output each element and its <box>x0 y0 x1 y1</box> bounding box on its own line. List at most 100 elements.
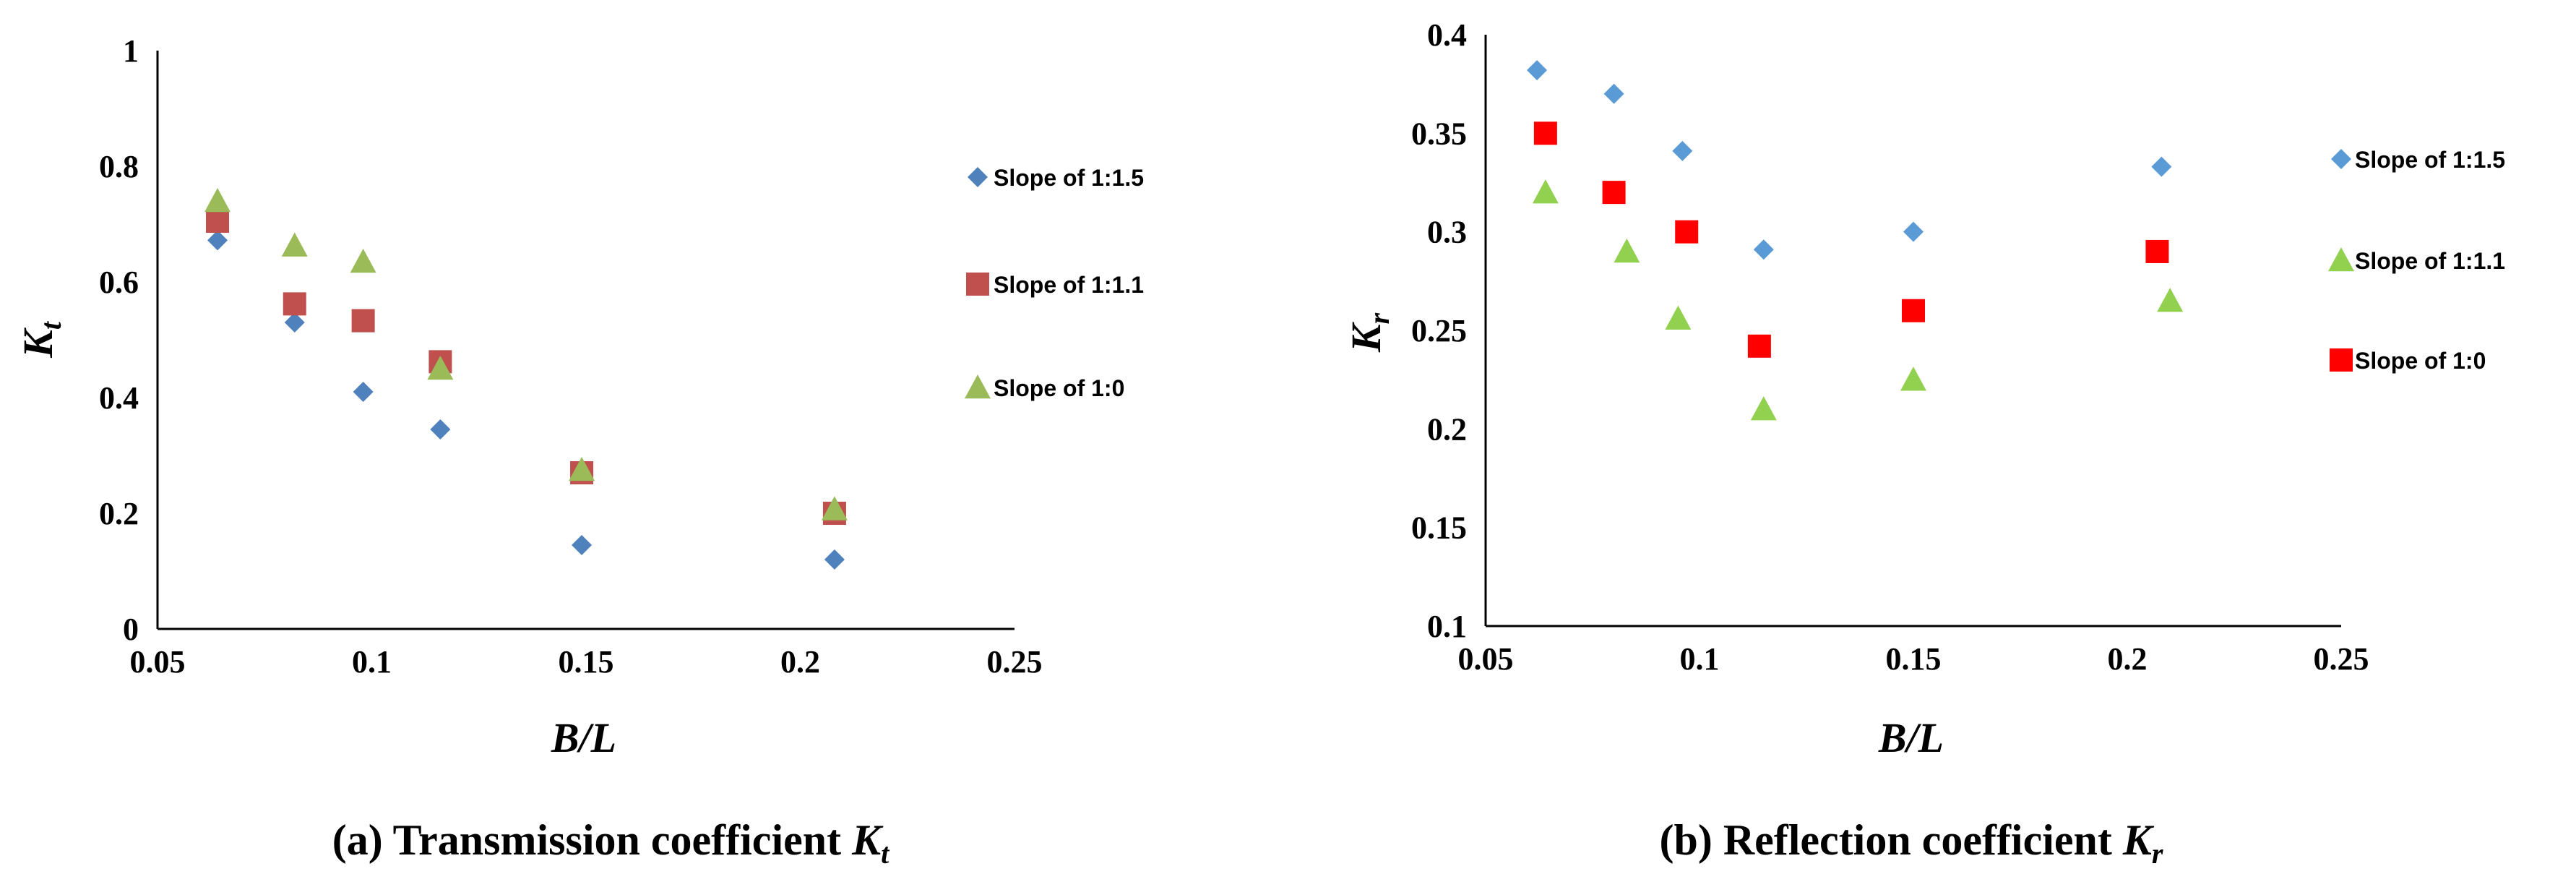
data-point <box>207 230 228 251</box>
data-point <box>2157 288 2184 312</box>
y-axis-title: Kr <box>1343 312 1395 353</box>
y-tick-label: 0 <box>123 612 139 647</box>
y-tick-label: 0.15 <box>1411 510 1467 546</box>
x-tick-label: 0.1 <box>352 644 392 680</box>
x-tick-label: 0.25 <box>2314 641 2369 677</box>
legend-marker <box>965 374 991 399</box>
legend: Slope of 1:1.5 Slope of 1:1.1 Slope of 1… <box>965 165 1144 401</box>
series-square <box>206 210 846 525</box>
y-axis-symbol: K <box>14 327 61 359</box>
legend-item: Slope of 1:0 <box>2330 348 2486 374</box>
y-tick-labels: 0.1 0.15 0.2 0.25 0.3 0.35 0.4 <box>1411 17 1467 644</box>
data-point <box>350 249 376 273</box>
y-tick-label: 0.8 <box>99 149 139 184</box>
data-point <box>1750 396 1777 421</box>
data-point <box>353 382 374 402</box>
caption-symbol: K <box>851 816 884 864</box>
legend-marker <box>2330 348 2353 372</box>
data-point <box>1614 238 1640 263</box>
data-point <box>1533 121 1557 145</box>
y-axis-subscript: r <box>1363 312 1395 324</box>
legend-marker-diamond <box>968 167 988 187</box>
data-point <box>2145 239 2169 263</box>
data-point <box>1527 60 1548 81</box>
legend-item: Slope of 1:1.5 <box>2331 147 2505 173</box>
y-tick-label: 0.6 <box>99 265 139 300</box>
caption-text: (a) Transmission coefficient <box>332 816 852 864</box>
y-tick-label: 0.4 <box>1427 17 1467 53</box>
data-point <box>284 312 305 333</box>
legend: Slope of 1:1.5 Slope of 1:1.1 Slope of 1… <box>2328 147 2505 374</box>
data-point <box>824 549 845 570</box>
series-diamond <box>1527 60 2172 260</box>
panel-caption: (b) Reflection coefficient Kr <box>1659 816 2163 870</box>
y-axis-subscript: t <box>35 320 67 330</box>
data-point <box>351 309 375 333</box>
data-point <box>281 232 308 257</box>
legend-item: Slope of 1:1.1 <box>2328 247 2505 274</box>
data-points <box>1527 60 2184 421</box>
data-point <box>1603 83 1624 104</box>
legend-marker <box>2328 247 2354 272</box>
y-tick-label: 0.1 <box>1427 609 1467 644</box>
series-diamond <box>207 230 845 570</box>
legend-marker-square <box>2330 348 2353 372</box>
series-triangle <box>204 188 848 520</box>
legend-marker-triangle <box>2328 247 2354 272</box>
x-axis-title: B/L <box>551 714 616 761</box>
data-point <box>1602 181 1626 205</box>
data-point <box>2151 156 2172 177</box>
panel-transmission: 0 0.2 0.4 0.6 0.8 1 0.05 0.1 0.15 0.2 0.25 Kt B/L… <box>14 33 1144 870</box>
y-tick-label: 0.2 <box>99 496 139 531</box>
legend-marker <box>968 167 988 187</box>
data-point <box>1900 367 1926 391</box>
data-point <box>206 210 230 233</box>
legend-marker-square <box>966 273 989 296</box>
data-point <box>1753 239 1774 260</box>
x-tick-labels: 0.05 0.1 0.15 0.2 0.25 <box>1458 641 2369 677</box>
y-tick-labels: 0 0.2 0.4 0.6 0.8 1 <box>99 33 139 647</box>
caption-subscript: t <box>881 837 890 870</box>
x-tick-label: 0.05 <box>130 644 186 680</box>
legend-label: Slope of 1:1.1 <box>994 272 1144 298</box>
x-axis-title: B/L <box>1878 714 1944 761</box>
data-point <box>430 419 451 440</box>
legend-label: Slope of 1:1.5 <box>2355 147 2505 173</box>
data-point <box>204 188 231 213</box>
x-tick-label: 0.1 <box>1680 641 1720 677</box>
series-triangle <box>1532 179 2184 421</box>
series-square <box>1533 121 2169 358</box>
x-tick-label: 0.2 <box>780 644 820 680</box>
data-point <box>572 535 593 555</box>
legend-label: Slope of 1:1.1 <box>2355 248 2505 274</box>
legend-item: Slope of 1:1.5 <box>968 165 1144 191</box>
x-tick-label: 0.25 <box>987 644 1043 680</box>
y-tick-label: 1 <box>123 33 139 69</box>
data-point <box>569 457 595 481</box>
panel-caption: (a) Transmission coefficient Kt <box>332 816 890 870</box>
x-tick-label: 0.05 <box>1458 641 1514 677</box>
data-point <box>821 496 848 520</box>
data-point <box>427 356 454 380</box>
y-tick-label: 0.2 <box>1427 411 1467 447</box>
y-tick-label: 0.4 <box>99 380 139 416</box>
data-point <box>1747 334 1771 358</box>
x-tick-label: 0.15 <box>1886 641 1942 677</box>
legend-item: Slope of 1:1.1 <box>966 272 1144 298</box>
legend-marker <box>2331 149 2351 169</box>
legend-marker <box>966 273 989 296</box>
data-points <box>204 188 848 570</box>
caption-text: (b) Reflection coefficient <box>1659 816 2122 864</box>
data-point <box>1902 299 1925 322</box>
x-tick-labels: 0.05 0.1 0.15 0.2 0.25 <box>130 644 1043 680</box>
data-point <box>1672 140 1693 161</box>
y-tick-label: 0.35 <box>1411 116 1467 151</box>
caption-subscript: r <box>2152 837 2163 870</box>
legend-label: Slope of 1:0 <box>2355 348 2486 374</box>
data-point <box>283 292 306 316</box>
panel-reflection: 0.10.150.20.250.30.350.4 0.05 0.1 0.15 0.2 0… <box>1343 17 2505 870</box>
data-point <box>1532 179 1559 204</box>
legend-label: Slope of 1:0 <box>994 375 1124 401</box>
legend-marker-diamond <box>2331 149 2351 169</box>
